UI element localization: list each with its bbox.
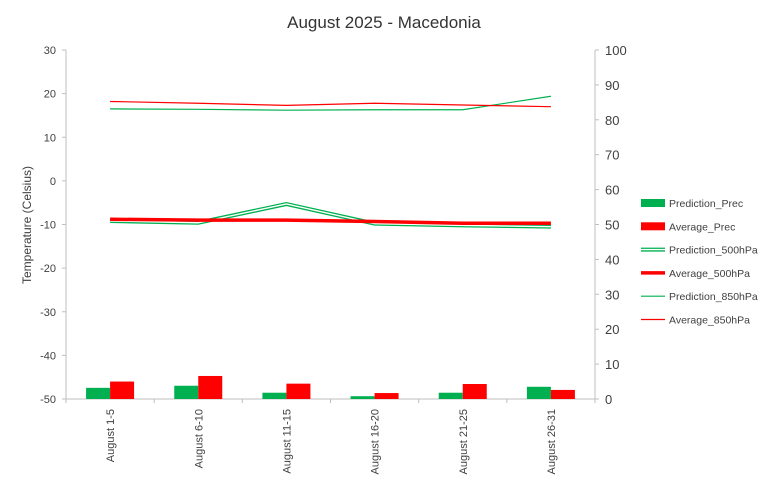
- x-tick-label: August 21-25: [458, 409, 470, 474]
- right-tick-label: 70: [605, 148, 619, 163]
- legend-prediction-prec-label: Prediction_Prec: [669, 198, 743, 210]
- y-axis-label: Temperature (Celsius): [20, 166, 34, 284]
- right-tick-label: 30: [605, 287, 619, 302]
- legend-average-850hpa-label: Average_850hPa: [669, 315, 750, 327]
- x-tick-label: August 16-20: [370, 409, 382, 474]
- line-prediction-500hpa-inner: [110, 203, 551, 228]
- left-tick-label: -30: [40, 307, 56, 319]
- left-tick-label: 20: [44, 89, 56, 101]
- right-tick-label: 60: [605, 183, 619, 198]
- line-average-850hpa: [110, 100, 551, 108]
- right-tick-label: 20: [605, 322, 619, 337]
- x-tick-label: August 11-15: [281, 409, 293, 474]
- bar-average-prec: [374, 393, 399, 399]
- bar-prediction-prec: [526, 386, 551, 399]
- right-tick-label: 90: [605, 78, 619, 93]
- x-tick-label: August 6-10: [193, 409, 205, 468]
- right-tick-label: 0: [605, 392, 612, 407]
- right-tick-label: 80: [605, 113, 619, 128]
- bar-prediction-prec: [438, 392, 463, 399]
- bar-prediction-prec: [86, 387, 111, 399]
- x-tick-label: August 26-31: [546, 409, 558, 474]
- right-tick-label: 50: [605, 218, 619, 233]
- left-tick-label: -20: [40, 263, 56, 275]
- right-tick-label: 10: [605, 357, 619, 372]
- line-prediction-850hpa: [110, 95, 552, 111]
- legend-average-prec-swatch: [641, 222, 665, 231]
- right-tick-label: 40: [605, 252, 619, 267]
- bar-average-prec: [198, 375, 223, 399]
- legend-prediction-850hpa-label: Prediction_850hPa: [669, 291, 758, 303]
- left-tick-label: 10: [44, 132, 56, 144]
- bar-prediction-prec: [174, 385, 199, 399]
- bar-prediction-prec: [262, 392, 287, 399]
- plot-area: 3020100-10-20-30-40-50100908070605040302…: [40, 43, 627, 474]
- right-tick-label: 100: [605, 43, 627, 58]
- legend-prediction-500hpa-label: Prediction_500hPa: [669, 245, 758, 257]
- left-tick-label: 0: [50, 176, 56, 188]
- x-tick-label: August 1-5: [105, 409, 117, 462]
- bar-average-prec: [110, 381, 135, 399]
- left-tick-label: -10: [40, 220, 56, 232]
- bar-prediction-prec: [350, 396, 375, 399]
- bar-average-prec: [462, 383, 487, 399]
- legend-average-500hpa-label: Average_500hPa: [669, 268, 750, 280]
- left-tick-label: -40: [40, 350, 56, 362]
- bar-average-prec: [286, 383, 311, 399]
- line-average-500hpa: [110, 217, 551, 225]
- legend-average-prec-label: Average_Prec: [669, 221, 735, 233]
- bar-average-prec: [550, 389, 575, 399]
- left-tick-label: 30: [44, 45, 56, 57]
- legend: Prediction_Prec Average_Prec Prediction_50…: [641, 198, 758, 327]
- chart-title: August 2025 - Macedonia: [287, 13, 481, 32]
- legend-prediction-prec-swatch: [641, 199, 665, 207]
- left-tick-label: -50: [40, 394, 56, 406]
